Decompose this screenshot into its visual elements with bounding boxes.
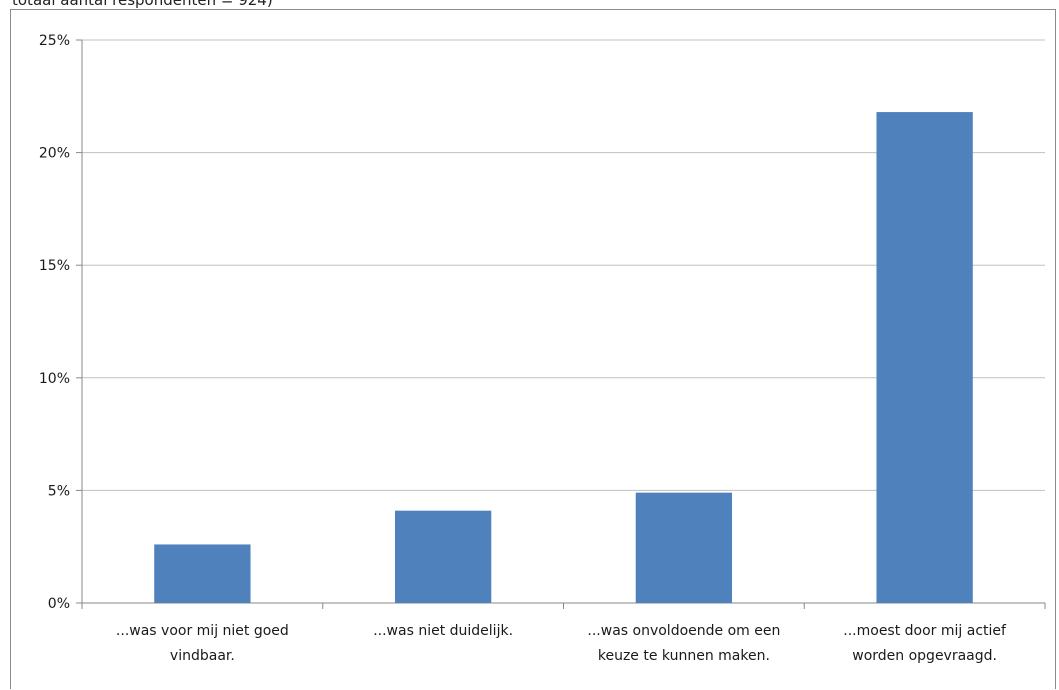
chart-caption: totaal aantal respondenten = 924) <box>12 0 273 9</box>
y-tick-label: 10% <box>39 371 70 387</box>
y-tick-label: 15% <box>39 258 70 274</box>
bar <box>154 544 251 603</box>
y-tick-label: 20% <box>39 146 70 162</box>
bar <box>394 510 492 603</box>
category-label: ...was voor mij niet goed <box>116 623 289 639</box>
category-label: ...moest door mij actief <box>843 623 1007 639</box>
category-label: ...was onvoldoende om een <box>587 623 780 639</box>
chart-frame: 0% 5% 10% 15% 20% 25% ...was voor mij niet goe… <box>10 9 1056 689</box>
y-tick-label: 0% <box>48 596 70 612</box>
bar <box>876 112 973 604</box>
category-label: vindbaar. <box>170 648 235 664</box>
bar <box>635 492 733 603</box>
y-tick-label: 25% <box>39 33 70 49</box>
y-tick-label: 5% <box>48 483 70 499</box>
bar-chart: 0% 5% 10% 15% 20% 25% ...was voor mij niet goe… <box>39 33 1046 664</box>
category-label: worden opgevraagd. <box>852 648 997 664</box>
category-label: keuze te kunnen maken. <box>598 648 770 664</box>
category-label: ...was niet duidelijk. <box>373 623 513 639</box>
